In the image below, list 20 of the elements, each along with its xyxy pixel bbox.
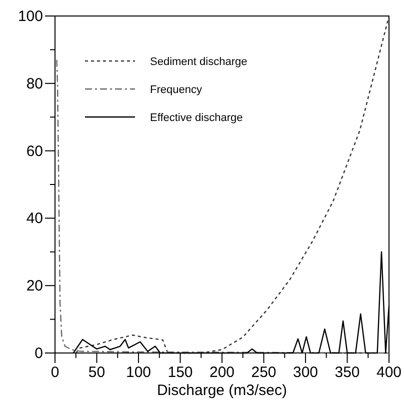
legend-label: Sediment discharge bbox=[150, 56, 248, 68]
x-tick-label: 250 bbox=[251, 364, 276, 381]
y-tick-label: 80 bbox=[26, 75, 43, 92]
x-tick-label: 350 bbox=[334, 364, 360, 381]
x-tick-label: 150 bbox=[168, 364, 193, 381]
y-tick-label: 20 bbox=[26, 278, 43, 295]
legend-label: Frequency bbox=[150, 84, 202, 96]
x-tick-label: 0 bbox=[50, 364, 60, 381]
x-tick-label: 200 bbox=[209, 364, 235, 381]
line-series bbox=[75, 15, 390, 354]
x-tick-label: 300 bbox=[292, 364, 318, 381]
x-tick-label: 50 bbox=[88, 364, 106, 381]
x-tick-label: 400 bbox=[376, 364, 402, 381]
x-axis-title: Discharge (m3/sec) bbox=[156, 382, 288, 399]
y-tick-label: 60 bbox=[26, 142, 43, 160]
y-tick-label: 40 bbox=[26, 210, 43, 228]
y-tick-label: 100 bbox=[18, 8, 43, 25]
legend-label: Effective discharge bbox=[150, 112, 243, 124]
x-tick-label: 100 bbox=[126, 364, 152, 381]
y-tick-label: 0 bbox=[34, 345, 43, 362]
